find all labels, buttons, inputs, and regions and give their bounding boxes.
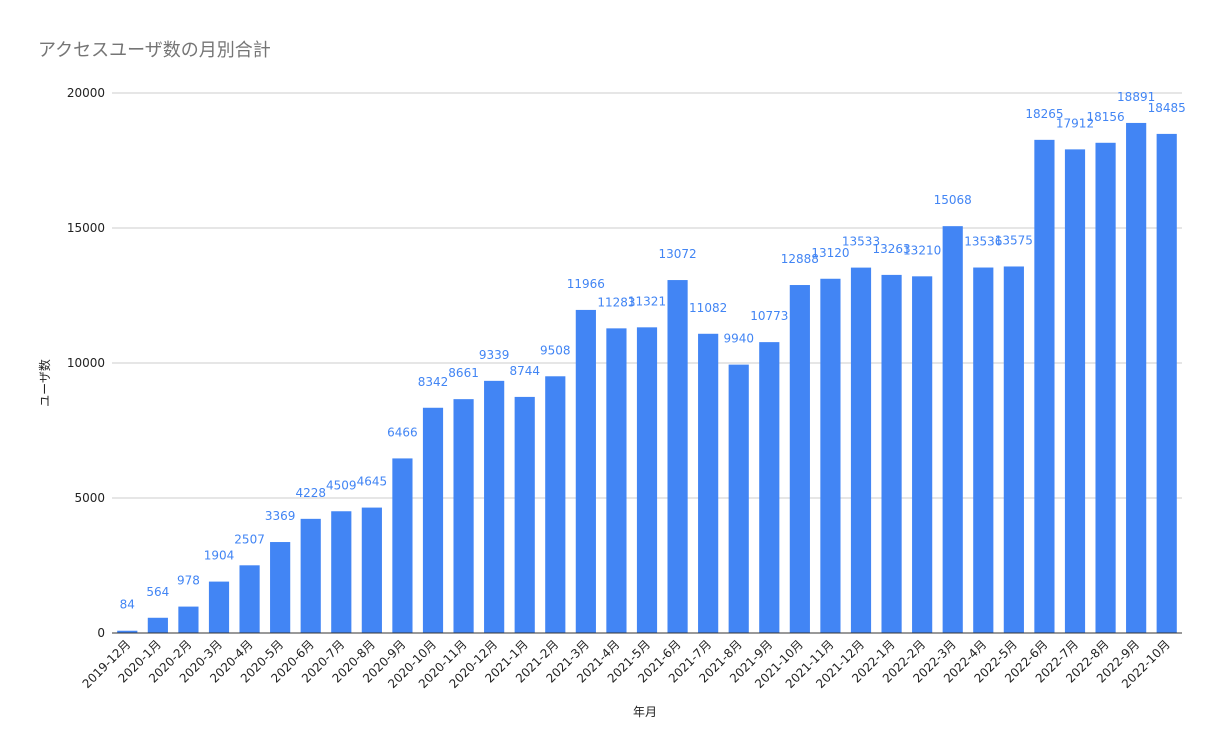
bar	[392, 458, 413, 633]
bar	[331, 511, 352, 633]
value-label: 11283	[597, 295, 635, 309]
value-label: 13533	[842, 235, 880, 249]
bar	[1034, 139, 1055, 633]
bar	[759, 342, 780, 633]
bar	[1064, 149, 1086, 633]
value-label: 13536	[964, 235, 1002, 249]
y-tick-label: 5000	[74, 491, 105, 505]
bar	[239, 565, 260, 633]
bar	[453, 399, 474, 633]
value-label: 4645	[357, 475, 388, 489]
value-label: 8744	[509, 364, 540, 378]
bar	[636, 327, 658, 633]
value-label: 564	[146, 585, 169, 599]
bar	[1003, 266, 1024, 633]
value-label: 18156	[1086, 110, 1124, 124]
value-label: 9940	[723, 332, 754, 346]
bar	[1126, 122, 1147, 634]
value-label: 13072	[658, 247, 696, 261]
bar	[545, 376, 566, 633]
value-label: 13210	[903, 243, 941, 257]
bar	[1095, 142, 1116, 633]
value-label: 13575	[995, 233, 1033, 247]
value-label: 15068	[934, 193, 972, 207]
value-label: 18265	[1025, 107, 1063, 121]
bar	[361, 507, 382, 633]
y-tick-label: 10000	[67, 356, 105, 370]
bar	[575, 309, 596, 633]
value-label: 11966	[567, 277, 605, 291]
value-label: 17912	[1056, 116, 1094, 130]
bar	[208, 581, 230, 633]
value-label: 1904	[204, 549, 235, 563]
bar	[820, 278, 841, 633]
bar	[1156, 133, 1177, 633]
value-label: 3369	[265, 509, 296, 523]
y-tick-label: 15000	[67, 221, 105, 235]
bar	[147, 617, 168, 633]
bar	[300, 518, 321, 633]
value-label: 978	[177, 574, 200, 588]
chart-title: アクセスユーザ数の月別合計	[38, 40, 271, 61]
bar	[942, 226, 963, 633]
value-label: 11321	[628, 294, 666, 308]
bar	[270, 542, 291, 633]
value-label: 4509	[326, 478, 357, 492]
bar	[117, 630, 138, 633]
bar	[698, 333, 719, 633]
bar	[789, 285, 810, 633]
value-label: 6466	[387, 425, 418, 439]
value-label: 2507	[234, 532, 265, 546]
value-label: 9508	[540, 343, 571, 357]
value-label: 9339	[479, 348, 510, 362]
y-tick-label: 20000	[67, 86, 105, 100]
x-axis-label: 年月	[633, 705, 657, 719]
bar	[912, 276, 933, 633]
bar	[881, 274, 902, 633]
value-label: 13263	[872, 242, 910, 256]
y-tick-label: 0	[97, 626, 105, 640]
value-label: 11082	[689, 301, 727, 315]
y-axis-label: ユーザ数	[37, 359, 52, 407]
value-label: 12888	[781, 252, 819, 266]
value-label: 84	[120, 598, 135, 612]
bar	[973, 267, 994, 633]
bar	[667, 280, 688, 633]
bar	[484, 380, 505, 633]
value-label: 18485	[1148, 101, 1186, 115]
value-label: 10773	[750, 309, 788, 323]
bar	[422, 407, 444, 633]
bar	[514, 396, 535, 633]
value-label: 8342	[418, 375, 449, 389]
bar	[850, 267, 872, 633]
bar	[728, 364, 749, 633]
bar	[178, 606, 199, 633]
value-label: 8661	[448, 366, 479, 380]
value-label: 4228	[295, 486, 326, 500]
bar	[606, 328, 627, 633]
value-label: 13120	[811, 246, 849, 260]
value-label: 18891	[1117, 90, 1155, 104]
